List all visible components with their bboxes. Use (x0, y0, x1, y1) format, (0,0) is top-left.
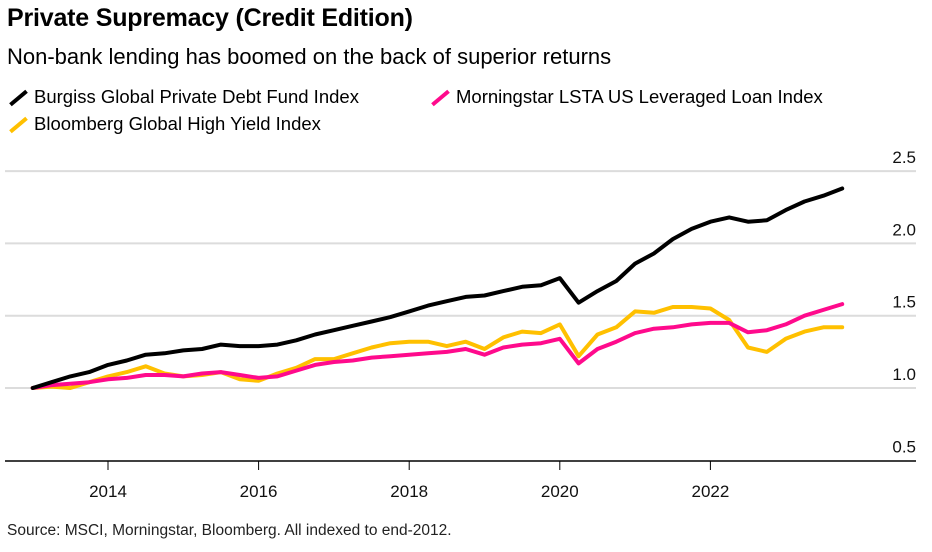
x-tick-label: 2022 (691, 482, 729, 501)
y-tick-label: 0.5 (892, 437, 916, 456)
legend-item-morningstar: Morningstar LSTA US Leveraged Loan Index (432, 86, 823, 108)
series-line-0 (30, 186, 845, 390)
legend-label: Morningstar LSTA US Leveraged Loan Index (456, 86, 823, 107)
x-tick-label: 2018 (390, 482, 428, 501)
chart-title: Private Supremacy (Credit Edition) (7, 4, 413, 32)
legend-label: Burgiss Global Private Debt Fund Index (34, 86, 359, 107)
legend-item-burgiss: Burgiss Global Private Debt Fund Index (10, 86, 359, 108)
y-tick-label: 1.0 (892, 365, 916, 384)
series-line-1 (30, 302, 845, 390)
legend-label: Bloomberg Global High Yield Index (34, 113, 321, 134)
y-tick-label: 2.0 (892, 220, 916, 239)
x-tick-label: 2020 (541, 482, 579, 501)
chart-subtitle: Non-bank lending has boomed on the back … (7, 44, 612, 69)
y-tick-label: 1.5 (892, 293, 916, 312)
source-note: Source: MSCI, Morningstar, Bloomberg. Al… (7, 522, 452, 539)
x-tick-label: 2014 (89, 482, 127, 501)
legend-item-bloomberg: Bloomberg Global High Yield Index (10, 113, 321, 135)
y-tick-label: 2.5 (892, 148, 916, 167)
x-tick-label: 2016 (240, 482, 278, 501)
